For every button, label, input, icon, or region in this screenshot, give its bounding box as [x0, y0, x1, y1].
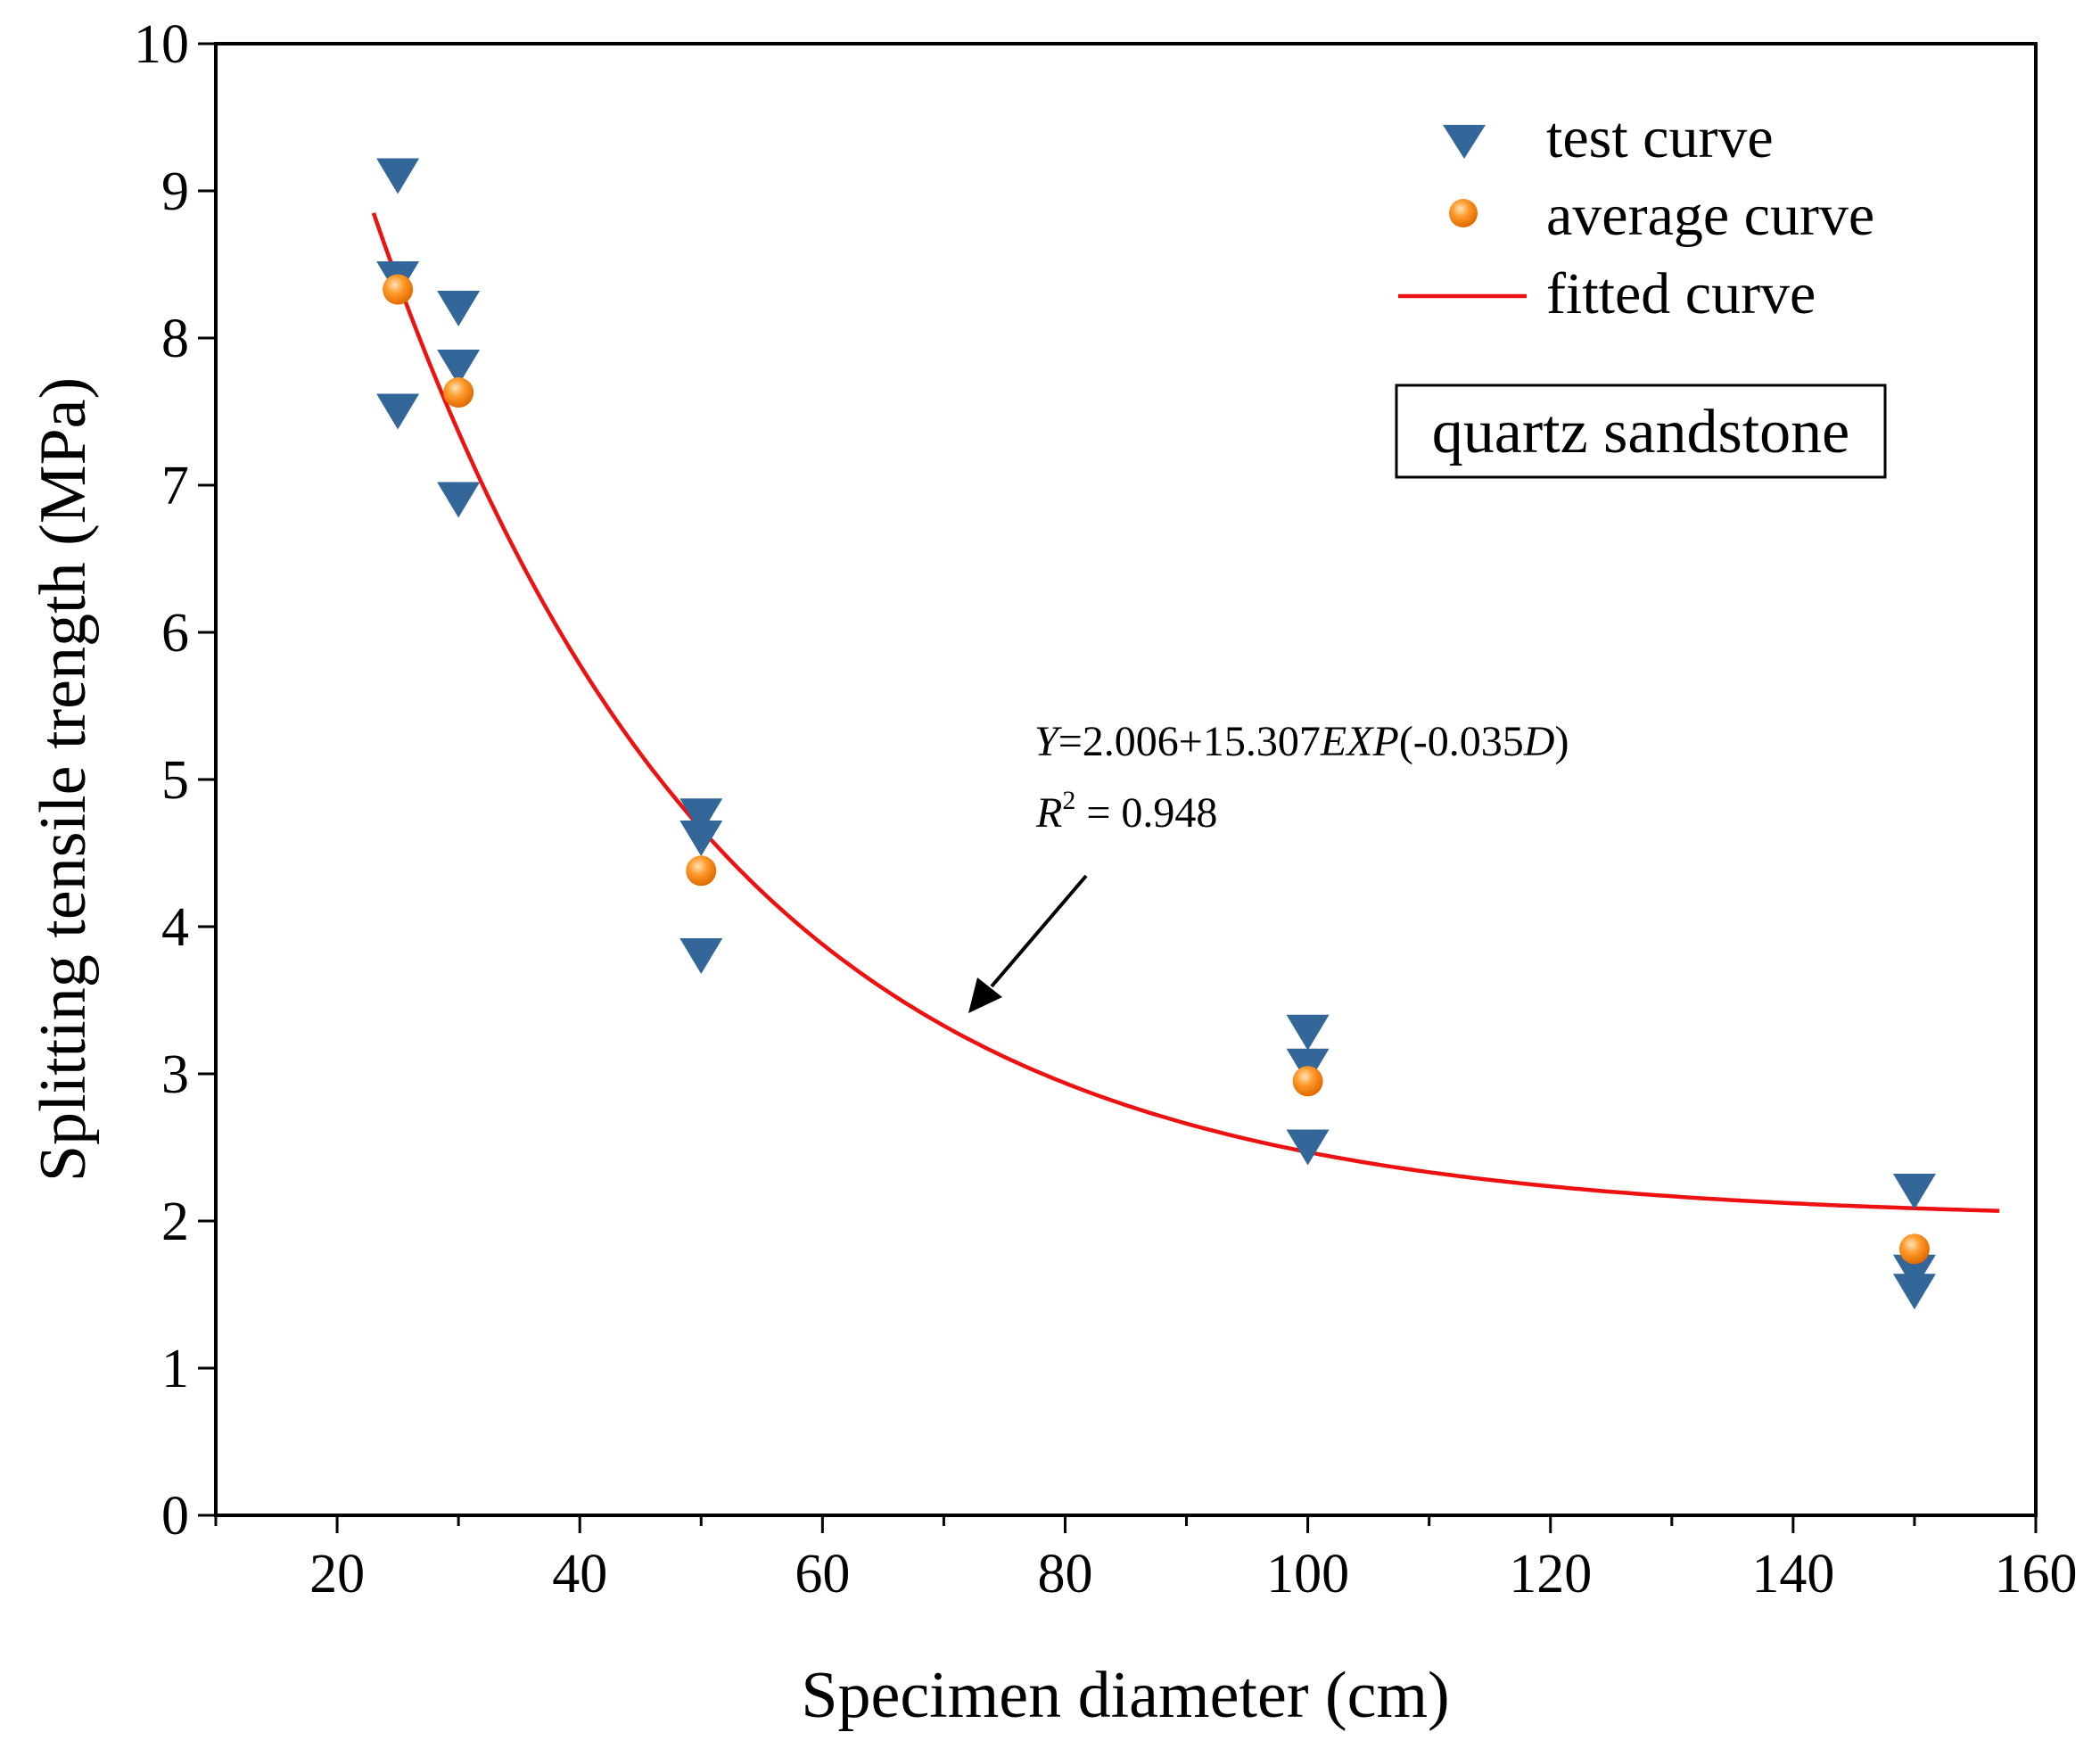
eq-close: ) — [1554, 718, 1569, 765]
average-point — [443, 377, 474, 408]
y-tick-label: 4 — [161, 897, 189, 958]
test-point — [679, 938, 723, 974]
average-point — [1292, 1066, 1323, 1097]
eq-var: D — [1523, 718, 1555, 765]
y-axis-tick-labels: 0 1 2 3 4 5 6 7 8 9 10 — [134, 14, 189, 1547]
average-point — [686, 855, 717, 887]
average-point — [383, 274, 414, 305]
annotation-arrow — [990, 874, 1088, 988]
y-tick-label: 5 — [161, 750, 189, 811]
x-tick-label: 140 — [1751, 1544, 1834, 1604]
y-axis-ticks — [198, 42, 216, 1517]
y-tick-label: 7 — [161, 456, 189, 516]
x-tick-label: 160 — [1995, 1544, 2078, 1604]
test-point — [1286, 1129, 1330, 1166]
x-axis-tick-labels: 20 40 60 80 100 120 140 160 — [309, 1544, 2077, 1604]
y-tick-label: 8 — [161, 309, 189, 369]
legend-label-average: average curve — [1546, 183, 1874, 248]
x-tick-label: 100 — [1266, 1544, 1349, 1604]
legend-marker-average — [1449, 199, 1478, 227]
eq-exp: EXP — [1320, 718, 1399, 765]
average-curve-markers — [383, 274, 1930, 1265]
test-point — [437, 350, 481, 385]
r2-sup: 2 — [1062, 786, 1075, 815]
material-label-box — [1395, 384, 1887, 479]
x-tick-label: 60 — [795, 1544, 850, 1604]
x-tick-label: 80 — [1037, 1544, 1092, 1604]
test-point — [1892, 1254, 1936, 1291]
y-tick-label: 9 — [161, 161, 189, 222]
test-point — [437, 291, 481, 326]
test-point — [679, 798, 723, 835]
eq-paren: (-0.035 — [1399, 718, 1524, 765]
x-tick-label: 20 — [309, 1544, 365, 1604]
test-point — [437, 482, 481, 518]
material-label: quartz sandstone — [1432, 398, 1849, 466]
r2-symbol: R — [1035, 789, 1062, 837]
legend-marker-test — [1443, 125, 1486, 159]
annotation-arrowhead — [968, 977, 1002, 1013]
x-axis-title: Specimen diameter (cm) — [801, 1659, 1449, 1732]
test-point — [679, 821, 723, 856]
y-tick-label: 6 — [161, 603, 189, 664]
legend: test curve average curve fitted curve — [1398, 105, 1874, 326]
y-tick-label: 10 — [134, 14, 189, 75]
fit-equation: Y=2.006+15.307EXP(-0.035D) — [1034, 718, 1569, 765]
legend-label-test: test curve — [1546, 105, 1774, 170]
legend-label-fitted: fitted curve — [1546, 261, 1816, 326]
eq-prefix: Y — [1034, 718, 1062, 765]
y-tick-label: 1 — [161, 1339, 189, 1399]
y-tick-label: 3 — [161, 1044, 189, 1105]
average-point — [1898, 1233, 1930, 1265]
x-tick-label: 120 — [1509, 1544, 1592, 1604]
y-tick-label: 2 — [161, 1192, 189, 1252]
test-point — [1892, 1174, 1936, 1209]
y-axis-title: Splitting tensile trength (MPa) — [27, 377, 100, 1182]
test-point — [376, 393, 420, 430]
y-tick-label: 0 — [161, 1486, 189, 1547]
eq-body: =2.006+15.307 — [1058, 718, 1321, 765]
test-point — [1892, 1274, 1936, 1310]
test-point — [1286, 1014, 1330, 1051]
r-squared: R2 = 0.948 — [1035, 786, 1217, 837]
x-axis-ticks — [214, 1515, 2038, 1533]
x-tick-label: 40 — [552, 1544, 607, 1604]
r2-value: = 0.948 — [1075, 789, 1217, 837]
test-point — [376, 158, 420, 194]
fitted-curve-line — [371, 212, 2000, 1213]
